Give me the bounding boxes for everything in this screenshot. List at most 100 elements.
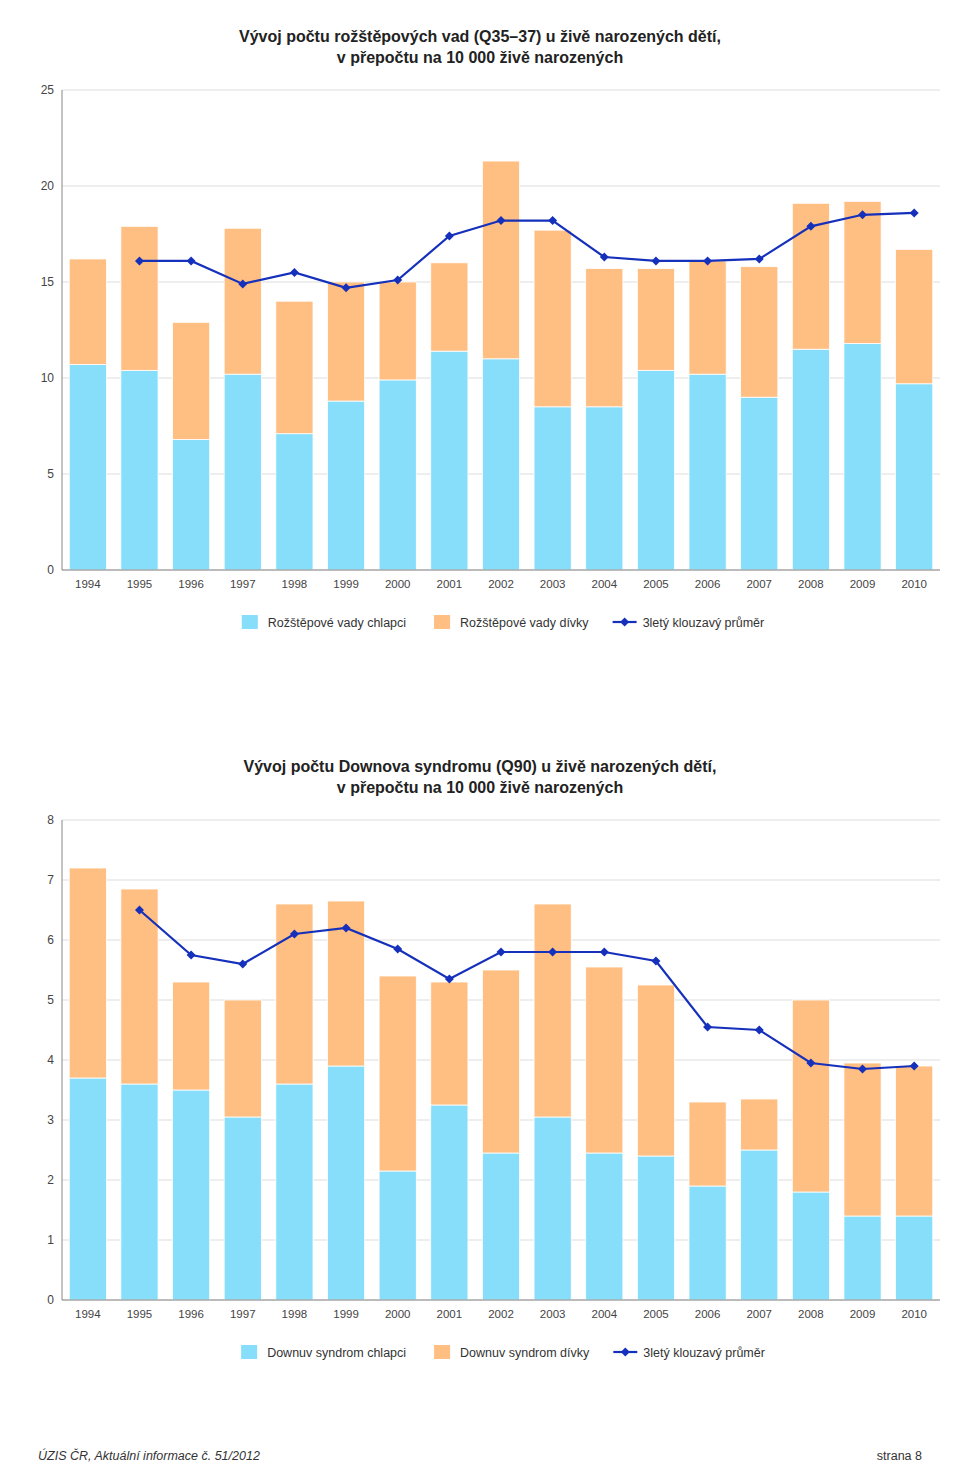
x-tick-label: 1994: [75, 1308, 101, 1320]
y-axis-line: [62, 820, 63, 1300]
bar: [431, 982, 468, 1105]
bar: [173, 439, 210, 570]
x-axis-line: [62, 570, 940, 571]
grid: [62, 820, 940, 1300]
line-marker: [393, 276, 402, 285]
bar: [637, 370, 674, 570]
x-tick-label: 2001: [437, 1308, 463, 1320]
bar: [482, 970, 519, 1153]
y-tick-label: 20: [41, 179, 55, 193]
bar: [121, 370, 158, 570]
bar: [173, 982, 210, 1090]
bar: [276, 434, 313, 570]
y-tick-label: 7: [47, 873, 54, 887]
line-marker: [445, 975, 454, 984]
x-tick-label: 2002: [488, 578, 514, 590]
legend-swatch: [434, 615, 450, 629]
bar: [792, 349, 829, 570]
bar: [276, 301, 313, 433]
bar: [379, 1171, 416, 1300]
bar: [431, 351, 468, 570]
y-tick-label: 10: [41, 371, 55, 385]
bar: [844, 343, 881, 570]
bar: [224, 374, 261, 570]
legend-swatch: [620, 618, 629, 627]
bar: [689, 374, 726, 570]
x-tick-label: 2008: [798, 578, 824, 590]
bar: [379, 380, 416, 570]
legend-label: 3letý klouzavý průměr: [643, 1346, 765, 1360]
footer-annotation: strana 8: [877, 1449, 922, 1463]
line-marker: [135, 906, 144, 915]
y-tick-label: 0: [47, 563, 54, 577]
bar: [69, 868, 106, 1078]
line-marker: [600, 948, 609, 957]
x-tick-label: 2003: [540, 1308, 566, 1320]
line-marker: [910, 1062, 919, 1071]
grid: [62, 90, 940, 570]
bar: [586, 1153, 623, 1300]
x-tick-label: 2004: [591, 1308, 617, 1320]
x-tick-label: 1999: [333, 578, 359, 590]
plot-marks: [69, 868, 933, 1300]
x-tick-label: 2005: [643, 578, 669, 590]
legend-item: Downuv syndrom chlapci: [241, 1345, 406, 1360]
y-tick-label: 8: [47, 813, 54, 827]
line-marker: [703, 256, 712, 265]
y-tick-label: 0: [47, 1293, 54, 1307]
bar: [896, 1216, 933, 1300]
bar: [224, 228, 261, 374]
x-tick-label: 1994: [75, 578, 101, 590]
bar: [121, 889, 158, 1084]
y-axis-line: [62, 90, 63, 570]
bar: [896, 249, 933, 383]
chart-title: Vývoj počtu rožštěpových vad (Q35–37) u …: [239, 28, 721, 45]
grid-line: [62, 880, 940, 881]
bar: [792, 1192, 829, 1300]
legend-item: 3letý klouzavý průměr: [613, 616, 765, 630]
bar: [327, 901, 364, 1066]
line-marker: [187, 951, 196, 960]
bar: [844, 201, 881, 343]
bar: [327, 282, 364, 401]
bar: [121, 226, 158, 370]
legend-label: 3letý klouzavý průměr: [643, 616, 765, 630]
x-tick-label: 2004: [591, 578, 617, 590]
x-tick-label: 1996: [178, 1308, 204, 1320]
line-marker: [755, 254, 764, 263]
x-tick-label: 2001: [437, 578, 463, 590]
x-tick-label: 1996: [178, 578, 204, 590]
bar: [69, 259, 106, 365]
bar: [792, 203, 829, 349]
bar: [534, 407, 571, 570]
legend-item: 3letý klouzavý průměr: [613, 1346, 765, 1360]
bar: [224, 1117, 261, 1300]
legend-label: Rožštěpové vady chlapci: [268, 616, 406, 630]
bar: [534, 1117, 571, 1300]
chart-title: Vývoj počtu Downova syndromu (Q90) u živ…: [244, 758, 717, 775]
line-marker: [858, 1065, 867, 1074]
bar: [896, 1066, 933, 1216]
y-tick-label: 4: [47, 1053, 54, 1067]
legend: Downuv syndrom chlapciDownuv syndrom dív…: [241, 1345, 765, 1360]
bar: [173, 322, 210, 439]
footer-annotation: ÚZIS ČR, Aktuální informace č. 51/2012: [38, 1448, 260, 1463]
y-tick-label: 1: [47, 1233, 54, 1247]
x-tick-label: 2002: [488, 1308, 514, 1320]
x-tick-label: 2005: [643, 1308, 669, 1320]
x-tick-label: 1995: [127, 1308, 153, 1320]
line-marker: [393, 945, 402, 954]
bar: [276, 904, 313, 1084]
legend-item: Rožštěpové vady chlapci: [242, 615, 406, 630]
line-marker: [806, 222, 815, 231]
line-marker: [445, 231, 454, 240]
line: [139, 213, 914, 288]
bar: [637, 269, 674, 371]
x-tick-label: 2007: [746, 578, 772, 590]
bar: [689, 1186, 726, 1300]
bar: [534, 904, 571, 1117]
bar: [431, 263, 468, 351]
bar: [741, 267, 778, 398]
bar: [173, 1090, 210, 1300]
legend-swatch: [434, 1345, 450, 1359]
